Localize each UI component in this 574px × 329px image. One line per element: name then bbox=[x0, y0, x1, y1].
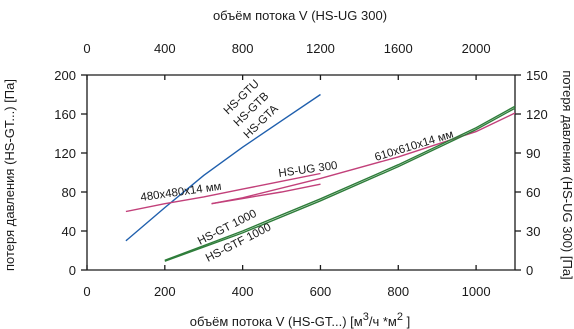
series-line-3 bbox=[211, 112, 516, 205]
y-left-tick-label: 200 bbox=[54, 68, 76, 83]
y-left-tick-label: 160 bbox=[54, 107, 76, 122]
y-right-tick-label: 0 bbox=[526, 263, 533, 278]
series-line-5 bbox=[164, 107, 516, 262]
y-left-tick-label: 40 bbox=[62, 224, 76, 239]
y-right-tick-label: 120 bbox=[526, 107, 548, 122]
x-top-tick-label: 1600 bbox=[384, 41, 413, 56]
y-left-tick-label: 0 bbox=[69, 263, 76, 278]
x-bottom-tick-label: 400 bbox=[232, 284, 254, 299]
series-line-4 bbox=[164, 105, 516, 261]
y-left-axis-title: потеря давления (HS-GT...) [Па] bbox=[2, 79, 17, 271]
x-bottom-tick-label: 600 bbox=[310, 284, 332, 299]
x-top-tick-label: 400 bbox=[154, 41, 176, 56]
x-bottom-tick-label: 1000 bbox=[462, 284, 491, 299]
x-bottom-tick-label: 0 bbox=[83, 284, 90, 299]
x-top-axis-title: объём потока V (HS-UG 300) bbox=[213, 8, 387, 23]
x-bottom-axis-title: объём потока V (HS-GT...) [м3/ч *м2 ] bbox=[190, 311, 410, 329]
y-right-axis-title: потеря давления (HS-UG 300) [Па] bbox=[560, 70, 574, 279]
series-line-0 bbox=[125, 93, 321, 242]
x-top-tick-label: 1200 bbox=[306, 41, 335, 56]
x-bottom-tick-label: 200 bbox=[154, 284, 176, 299]
y-right-tick-label: 30 bbox=[526, 224, 540, 239]
y-left-tick-label: 80 bbox=[62, 185, 76, 200]
curve-label-4: HS-UG 300 bbox=[278, 160, 339, 180]
y-right-tick-label: 60 bbox=[526, 185, 540, 200]
x-top-tick-label: 800 bbox=[232, 41, 254, 56]
y-right-tick-label: 150 bbox=[526, 68, 548, 83]
x-top-tick-label: 2000 bbox=[462, 41, 491, 56]
y-left-tick-label: 120 bbox=[54, 146, 76, 161]
x-top-tick-label: 0 bbox=[83, 41, 90, 56]
x-bottom-tick-label: 800 bbox=[387, 284, 409, 299]
series-line-1 bbox=[125, 172, 321, 213]
y-right-tick-label: 90 bbox=[526, 146, 540, 161]
